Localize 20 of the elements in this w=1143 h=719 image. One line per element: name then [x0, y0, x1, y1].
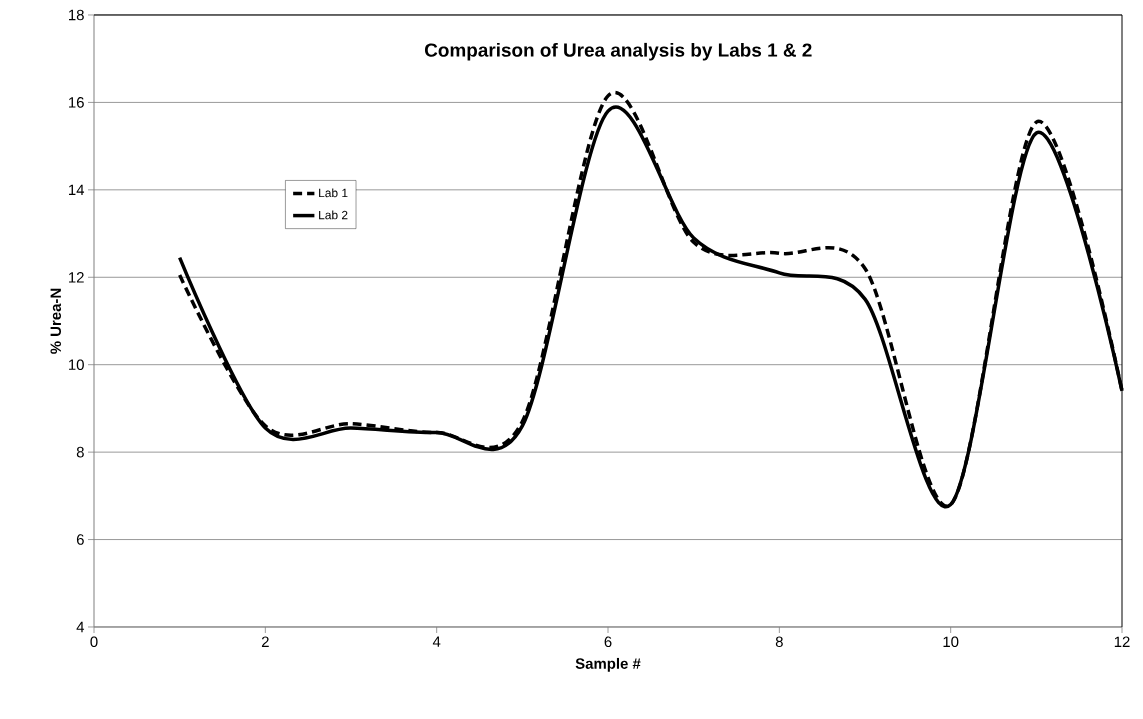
legend-label: Lab 1 [319, 188, 348, 198]
y-tick-label: 12 [69, 272, 84, 283]
y-tick-label: 16 [69, 97, 84, 108]
y-tick-label: 14 [69, 184, 85, 195]
text: Comparison of Urea analysis by Labs 1 & 2 [424, 42, 812, 61]
x-tick-label: 6 [604, 636, 612, 648]
y-tick-label: 6 [76, 534, 84, 545]
legend-label: Lab 2 [319, 210, 348, 220]
x-tick-label: 4 [432, 636, 441, 647]
x-tick-label: 2 [261, 636, 269, 647]
y-tick-label: 4 [76, 621, 85, 633]
x-axis-title: Sample # [575, 657, 641, 672]
x-tick-label: 10 [943, 636, 959, 648]
y-tick-label: 10 [69, 359, 84, 370]
x-tick-label: 8 [775, 636, 783, 648]
y-tick-label: 18 [69, 9, 84, 21]
y-axis-title: % Urea-N [50, 288, 62, 354]
x-tick-label: 0 [90, 636, 98, 648]
x-tick-label: 12 [1114, 636, 1130, 647]
y-tick-label: 8 [76, 446, 84, 458]
